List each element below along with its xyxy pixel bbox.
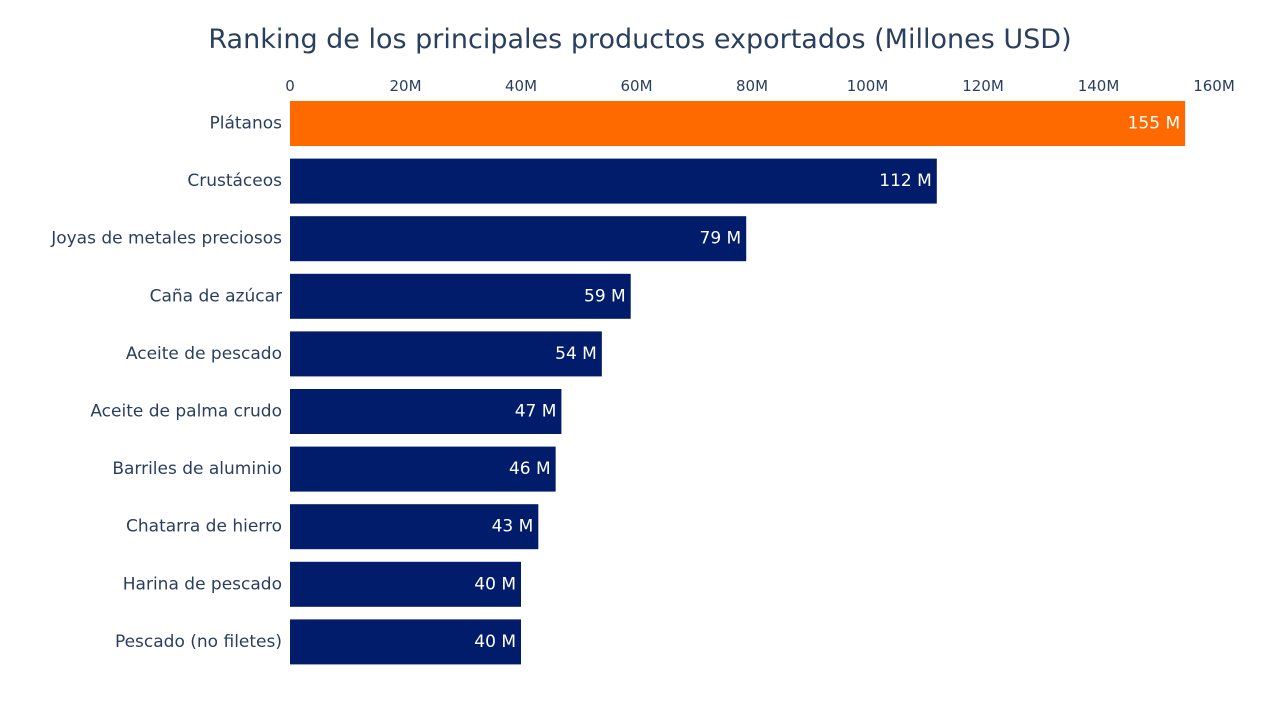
- bar[interactable]: [290, 101, 1186, 146]
- bars: [290, 101, 1186, 665]
- y-category-label: Aceite de palma crudo: [90, 402, 282, 422]
- bar-value-label: 59 M: [584, 286, 626, 306]
- bar-value-label: 155 M: [1128, 114, 1181, 134]
- bar[interactable]: [290, 389, 562, 434]
- bar[interactable]: [290, 216, 747, 262]
- y-category-label: Barriles de aluminio: [112, 459, 282, 479]
- y-category-label: Joyas de metales preciosos: [50, 229, 282, 249]
- bar[interactable]: [290, 446, 556, 492]
- x-tick-label: 160M: [1193, 77, 1235, 95]
- bar-value-label: 54 M: [555, 344, 597, 364]
- x-tick-label: 100M: [847, 77, 889, 95]
- y-category-label: Chatarra de hierro: [126, 517, 282, 537]
- bar[interactable]: [290, 331, 602, 377]
- x-tick-label: 140M: [1078, 77, 1120, 95]
- y-category-label: Caña de azúcar: [150, 286, 282, 306]
- bar[interactable]: [290, 158, 937, 204]
- x-tick-label: 80M: [736, 77, 768, 95]
- bar-value-label: 47 M: [515, 402, 557, 422]
- x-tick-label: 0: [285, 77, 295, 95]
- y-category-label: Harina de pescado: [123, 574, 282, 594]
- y-category-label: Pescado (no filetes): [115, 632, 282, 652]
- x-tick-label: 60M: [620, 77, 652, 95]
- y-category-label: Plátanos: [209, 114, 282, 134]
- y-axis: Plátanos Crustáceos Joyas de metales preci…: [50, 114, 282, 652]
- bar-value-label: 40 M: [474, 574, 516, 594]
- bar-value-label: 79 M: [700, 229, 742, 249]
- x-tick-label: 120M: [962, 77, 1004, 95]
- x-tick-label: 40M: [505, 77, 537, 95]
- data-labels: 155 M 112 M 79 M 59 M 54 M 47 M 46 M 43 M 40 M 40…: [474, 114, 1180, 652]
- y-category-label: Crustáceos: [187, 171, 282, 191]
- y-category-label: Aceite de pescado: [126, 344, 282, 364]
- bar-value-label: 112 M: [879, 171, 932, 191]
- x-tick-label: 20M: [389, 77, 421, 95]
- bar-value-label: 46 M: [509, 459, 551, 479]
- chart-title: Ranking de los principales productos exp…: [208, 24, 1071, 55]
- bar-value-label: 40 M: [474, 632, 516, 652]
- bar[interactable]: [290, 561, 521, 607]
- bar[interactable]: [290, 273, 631, 319]
- bar[interactable]: [290, 619, 521, 665]
- bar-value-label: 43 M: [492, 517, 534, 537]
- x-axis: 0 20M 40M 60M 80M 100M 120M 140M 160M: [285, 77, 1235, 95]
- bar[interactable]: [290, 504, 539, 550]
